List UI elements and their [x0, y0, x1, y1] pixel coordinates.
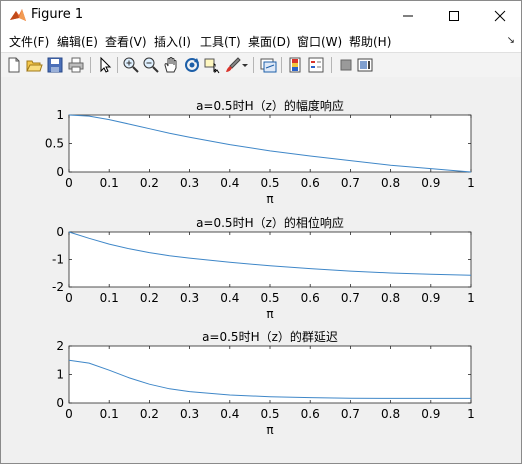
x-tick-label: 0.2	[140, 407, 159, 421]
toolbar-separator	[90, 57, 91, 73]
toolbar-separator	[117, 57, 118, 73]
menu-insert[interactable]: 插入(I)	[154, 35, 191, 49]
maximize-button[interactable]	[431, 1, 477, 30]
toolbar-separator	[281, 57, 282, 73]
matlab-logo-icon	[10, 9, 26, 21]
x-tick-label: 0.4	[220, 176, 239, 190]
y-tick-label: 0	[56, 225, 64, 239]
plot-canvas: a=0.5时H（z）的幅度响应 0 0.1 0.2 0.3 0.4 0.5 0.6 0.7 0.8…	[45, 98, 475, 437]
y-tick-label: -2	[52, 280, 64, 294]
close-button[interactable]	[477, 1, 522, 30]
x-tick-label: 0.4	[220, 407, 239, 421]
print-icon[interactable]	[67, 56, 85, 74]
minimize-icon	[403, 15, 413, 16]
save-icon[interactable]	[46, 56, 64, 74]
minimize-button[interactable]	[385, 1, 431, 30]
x-tick-label: 0.3	[180, 291, 199, 305]
plot-title-3: a=0.5时H（z）的群延迟	[202, 329, 338, 344]
toolbar-separator	[253, 57, 254, 73]
x-tick-label: 0	[65, 176, 73, 190]
x-tick-label: 0.7	[341, 407, 360, 421]
window-title: Figure 1	[31, 7, 84, 22]
series-line-1	[68, 114, 472, 173]
menu-file[interactable]: 文件(F)	[9, 35, 50, 49]
x-tick-label: 0.8	[381, 176, 400, 190]
x-tick-label: 0.3	[180, 176, 199, 190]
axes-1	[68, 114, 472, 173]
x-tick-label: 1	[467, 407, 475, 421]
x-tick-label: 0.4	[220, 291, 239, 305]
rotate-3d-icon[interactable]	[183, 56, 201, 74]
zoom-out-icon[interactable]	[142, 56, 160, 74]
pointer-icon[interactable]	[96, 56, 114, 74]
x-tick-label: 0.7	[341, 176, 360, 190]
hide-plot-tools-icon[interactable]	[337, 56, 355, 74]
y-tick-label: 2	[56, 339, 64, 353]
x-tick-label: 0.1	[100, 407, 119, 421]
x-tick-label: 0.6	[301, 407, 320, 421]
x-tick-label: 0.1	[100, 291, 119, 305]
x-tick-label: 0.2	[140, 176, 159, 190]
menu-overflow-arrow-icon[interactable]: ↘	[506, 35, 515, 46]
toolbar-separator	[331, 57, 332, 73]
legend-icon[interactable]	[307, 56, 325, 74]
x-tick-label: 0.5	[260, 176, 279, 190]
menu-bar: 文件(F) 编辑(E) 查看(V) 插入(I) 工具(T) 桌面(D) 窗口(W…	[1, 30, 521, 52]
x-tick-label: 0.2	[140, 291, 159, 305]
menu-view[interactable]: 查看(V)	[105, 35, 147, 49]
x-axis-label: π	[266, 307, 273, 321]
x-tick-label: 0.5	[260, 291, 279, 305]
x-tick-label: 0.8	[381, 407, 400, 421]
data-cursor-icon[interactable]	[203, 56, 221, 74]
new-figure-icon[interactable]	[5, 56, 23, 74]
y-tick-label: 0	[56, 165, 64, 179]
open-file-icon[interactable]	[25, 56, 43, 74]
x-tick-label: 0.6	[301, 176, 320, 190]
x-tick-label: 1	[467, 176, 475, 190]
x-tick-label: 0.9	[421, 176, 440, 190]
x-tick-label: 0.1	[100, 176, 119, 190]
pan-icon[interactable]	[162, 56, 180, 74]
axes-2	[68, 231, 472, 288]
menu-desktop[interactable]: 桌面(D)	[248, 35, 291, 49]
menu-edit[interactable]: 编辑(E)	[57, 35, 98, 49]
y-tick-label: 1	[56, 108, 64, 122]
x-axis-label: π	[266, 423, 273, 437]
figure-toolbar	[1, 52, 521, 78]
series-line-2	[68, 231, 472, 276]
colorbar-icon[interactable]	[287, 56, 305, 74]
x-tick-label: 0.9	[421, 407, 440, 421]
show-plot-tools-icon[interactable]	[356, 56, 374, 74]
series-line-3	[68, 359, 471, 399]
plot-title-1: a=0.5时H（z）的幅度响应	[196, 98, 344, 113]
zoom-in-icon[interactable]	[122, 56, 140, 74]
x-tick-label: 0.6	[301, 291, 320, 305]
menu-help[interactable]: 帮助(H)	[349, 35, 392, 49]
brush-icon[interactable]	[224, 56, 242, 74]
x-tick-label: 0.3	[180, 407, 199, 421]
link-plot-icon[interactable]	[259, 56, 277, 74]
x-tick-label: 0.9	[421, 291, 440, 305]
y-tick-label: 0.5	[45, 137, 64, 151]
x-tick-label: 0.7	[341, 291, 360, 305]
maximize-icon	[449, 10, 459, 21]
x-tick-label: 0.8	[381, 291, 400, 305]
x-tick-label: 0.5	[260, 407, 279, 421]
x-tick-label: 0	[65, 407, 73, 421]
y-tick-label: 1	[56, 368, 64, 382]
x-tick-label: 1	[467, 291, 475, 305]
menu-tools[interactable]: 工具(T)	[200, 35, 241, 49]
y-tick-label: 0	[56, 396, 64, 410]
brush-dropdown-icon[interactable]	[241, 56, 249, 74]
y-tick-label: -1	[52, 253, 64, 267]
title-bar[interactable]: Figure 1	[1, 1, 521, 30]
axes-3	[68, 345, 472, 404]
x-tick-label: 0	[65, 291, 73, 305]
close-icon	[494, 10, 506, 21]
x-axis-label: π	[266, 192, 273, 206]
menu-window[interactable]: 窗口(W)	[297, 35, 343, 49]
plot-title-2: a=0.5时H（z）的相位响应	[196, 215, 344, 230]
